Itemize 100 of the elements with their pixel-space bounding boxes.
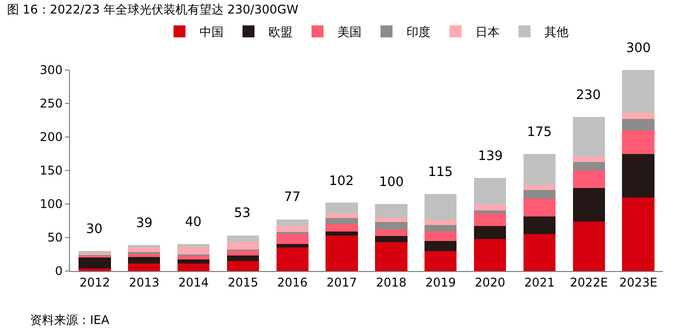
- bar: [424, 220, 457, 225]
- bar: [523, 198, 556, 217]
- total-label: 300: [626, 41, 651, 56]
- bar: [474, 226, 506, 239]
- bar: [572, 162, 605, 170]
- legend-label: 日本: [476, 25, 500, 40]
- bar: [78, 258, 111, 268]
- bar: [326, 224, 358, 232]
- bar: [226, 250, 260, 256]
- bar: [474, 178, 506, 205]
- bar: [523, 234, 556, 271]
- bar: [375, 229, 408, 236]
- legend-label: 印度: [406, 25, 430, 40]
- chart-title: 图 16：2022/23 年全球光伏装机有望达 230/300GW: [6, 2, 298, 16]
- bar: [326, 202, 358, 214]
- y-tick-label: 0: [54, 264, 63, 278]
- bar: [572, 221, 605, 271]
- y-tick-label: 300: [40, 63, 63, 78]
- bar: [424, 231, 457, 241]
- bar: [177, 260, 210, 264]
- bar: [622, 197, 654, 271]
- x-tick-label: 2022E: [570, 275, 608, 290]
- x-tick-label: 2021: [524, 275, 555, 290]
- y-tick-label: 250: [40, 96, 63, 111]
- bar: [375, 217, 408, 222]
- bar: [474, 238, 506, 271]
- text: 资料来源：IEA: [30, 313, 110, 327]
- bar: [572, 188, 605, 222]
- y-tick-label: 150: [40, 164, 63, 178]
- total-label: 102: [329, 174, 354, 189]
- bar: [375, 222, 408, 230]
- total-label: 115: [428, 165, 453, 180]
- x-tick-label: 2015: [228, 275, 258, 290]
- bar: [375, 242, 408, 271]
- bar: [474, 213, 506, 226]
- x-tick-label: 2016: [277, 275, 308, 290]
- x-tick-label: 2023E: [619, 275, 658, 290]
- legend-label: 其他: [544, 25, 568, 40]
- bar: [177, 244, 210, 248]
- x-tick-label: 2017: [326, 275, 358, 290]
- legend-label: 美国: [338, 25, 362, 40]
- total-label: 175: [527, 125, 552, 140]
- bar: [276, 226, 308, 232]
- bar: [128, 244, 160, 248]
- bar: [572, 116, 605, 156]
- total-label: 230: [576, 88, 601, 103]
- bar: [424, 224, 457, 232]
- bar: [226, 260, 260, 271]
- x-tick-label: 2019: [425, 275, 456, 290]
- y-tick-label: 100: [40, 197, 63, 212]
- bar: [276, 244, 308, 248]
- x-tick-label: 2020: [474, 275, 506, 290]
- x-tick-label: 2012: [79, 275, 110, 290]
- bar: [424, 240, 457, 251]
- bar: [128, 256, 160, 264]
- bar: [622, 154, 654, 198]
- total-label: 53: [234, 206, 251, 221]
- bar: [276, 219, 308, 226]
- total-label: 39: [136, 216, 153, 231]
- bar: [326, 231, 358, 236]
- total-label: 30: [86, 222, 103, 237]
- bar: [326, 218, 358, 224]
- bar: [226, 242, 260, 250]
- legend-label: 中国: [200, 25, 224, 40]
- bar: [523, 216, 556, 234]
- bar: [622, 130, 654, 154]
- bar: [276, 248, 308, 271]
- bar: [128, 264, 160, 271]
- bar: [424, 250, 457, 271]
- bar: [622, 118, 654, 130]
- bar: [177, 248, 210, 254]
- bar: [474, 210, 506, 214]
- bar: [78, 268, 111, 271]
- bar: [572, 156, 605, 162]
- bar: [375, 204, 408, 218]
- x-tick-label: 2014: [178, 275, 209, 290]
- bar: [128, 248, 160, 252]
- bar: [622, 112, 654, 119]
- bar: [474, 204, 506, 211]
- bar: [375, 236, 408, 242]
- bar: [276, 234, 308, 244]
- x-tick-label: 2018: [376, 275, 406, 290]
- bar: [326, 213, 358, 218]
- y-tick-label: 200: [40, 130, 63, 144]
- total-label: 40: [185, 215, 202, 230]
- total-label: 100: [379, 175, 404, 190]
- bar: [572, 170, 605, 188]
- legend-label: 欧盟: [268, 25, 292, 40]
- bar: [226, 256, 260, 261]
- bar: [326, 235, 358, 271]
- bar: [622, 70, 654, 113]
- bar: [523, 154, 556, 186]
- bar: [424, 194, 457, 220]
- total-label: 77: [284, 190, 301, 205]
- bar: [523, 190, 556, 199]
- total-label: 139: [478, 149, 503, 164]
- x-tick-label: 2013: [128, 275, 160, 290]
- bar: [523, 185, 556, 190]
- bar: [177, 264, 210, 271]
- y-tick-label: 50: [47, 230, 63, 245]
